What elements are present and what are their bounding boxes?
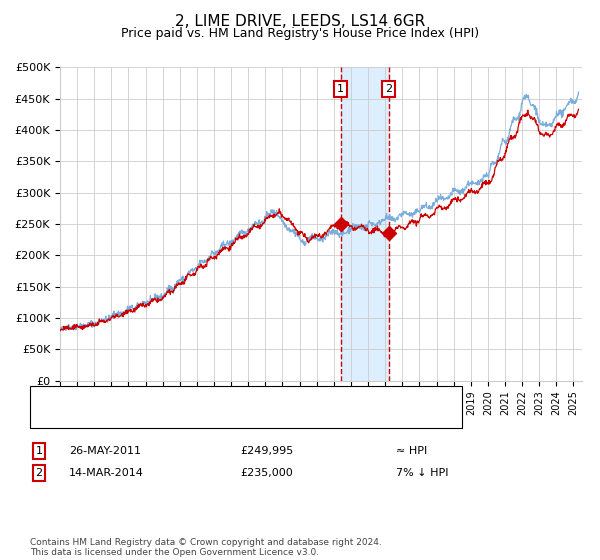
Text: 1: 1	[337, 84, 344, 94]
Text: 1: 1	[35, 446, 43, 456]
Text: £235,000: £235,000	[240, 468, 293, 478]
Text: 2, LIME DRIVE, LEEDS, LS14 6GR: 2, LIME DRIVE, LEEDS, LS14 6GR	[175, 14, 425, 29]
Text: Contains HM Land Registry data © Crown copyright and database right 2024.
This d: Contains HM Land Registry data © Crown c…	[30, 538, 382, 557]
Text: 14-MAR-2014: 14-MAR-2014	[69, 468, 144, 478]
Text: ≈ HPI: ≈ HPI	[396, 446, 427, 456]
Text: 7% ↓ HPI: 7% ↓ HPI	[396, 468, 449, 478]
Text: 2, LIME DRIVE, LEEDS, LS14 6GR (detached house): 2, LIME DRIVE, LEEDS, LS14 6GR (detached…	[78, 393, 343, 403]
Text: Price paid vs. HM Land Registry's House Price Index (HPI): Price paid vs. HM Land Registry's House …	[121, 27, 479, 40]
Text: 26-MAY-2011: 26-MAY-2011	[69, 446, 141, 456]
Text: HPI: Average price, detached house, Leeds: HPI: Average price, detached house, Leed…	[78, 411, 301, 421]
Bar	[341, 67, 389, 381]
Text: 2: 2	[385, 84, 392, 94]
Text: 2: 2	[35, 468, 43, 478]
Text: £249,995: £249,995	[240, 446, 293, 456]
